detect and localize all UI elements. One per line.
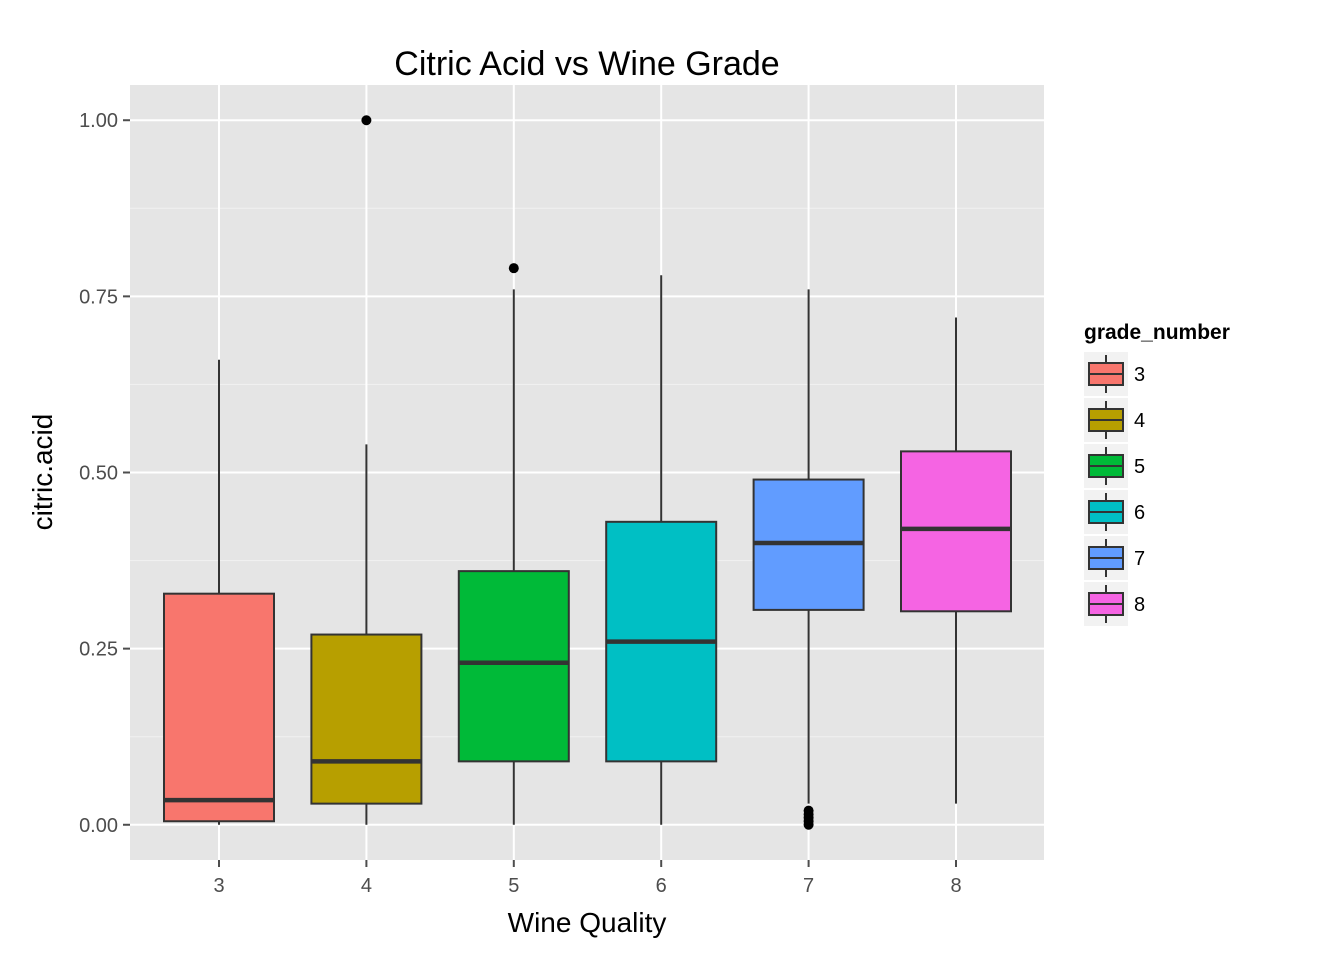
x-tick-label: 4 xyxy=(361,875,372,897)
box-group-4 xyxy=(310,115,423,825)
y-tick-label: 0.00 xyxy=(79,815,118,837)
legend-label: 5 xyxy=(1134,456,1145,478)
legend-item-7: 7 xyxy=(1084,536,1145,580)
x-tick-label: 5 xyxy=(508,875,519,897)
legend-item-8: 8 xyxy=(1084,582,1145,626)
legend-item-3: 3 xyxy=(1084,352,1145,396)
box-8 xyxy=(900,450,1012,613)
legend: grade_number 3 4 5 6 7 8 xyxy=(1084,321,1230,626)
box-group-8 xyxy=(900,317,1012,804)
legend-item-4: 4 xyxy=(1084,398,1145,442)
legend-label: 3 xyxy=(1134,364,1145,386)
box-group-5 xyxy=(457,263,570,825)
box-group-7 xyxy=(752,289,865,830)
outlier-point xyxy=(508,263,519,274)
x-tick-label: 7 xyxy=(803,875,814,897)
x-tick-label: 3 xyxy=(213,875,224,897)
y-tick-label: 0.50 xyxy=(79,463,118,485)
outlier-point xyxy=(361,115,372,126)
y-tick-label: 1.00 xyxy=(79,110,118,132)
x-tick-label: 8 xyxy=(950,875,961,897)
outlier-point xyxy=(803,805,814,816)
plot-area xyxy=(130,85,1044,860)
legend-label: 7 xyxy=(1134,548,1145,570)
legend-label: 4 xyxy=(1134,410,1145,432)
y-tick-label: 0.25 xyxy=(79,639,118,661)
box-5 xyxy=(457,570,570,763)
legend-title: grade_number xyxy=(1084,321,1230,344)
legend-item-6: 6 xyxy=(1084,490,1145,534)
box-3 xyxy=(163,592,275,823)
x-tick-label: 6 xyxy=(656,875,667,897)
x-axis: 3 4 5 6 7 8 xyxy=(213,860,962,897)
y-tick-label: 0.75 xyxy=(79,286,118,308)
legend-label: 6 xyxy=(1134,502,1145,524)
x-axis-title: Wine Quality xyxy=(508,907,667,938)
chart-title: Citric Acid vs Wine Grade xyxy=(394,45,779,83)
box-group-3 xyxy=(163,359,275,825)
box-group-6 xyxy=(605,275,718,825)
y-axis-title: citric.acid xyxy=(27,414,58,531)
legend-label: 8 xyxy=(1134,594,1145,616)
legend-item-5: 5 xyxy=(1084,444,1145,488)
box-4 xyxy=(310,633,423,805)
y-axis: 0.00 0.25 0.50 0.75 1.00 xyxy=(79,110,130,837)
